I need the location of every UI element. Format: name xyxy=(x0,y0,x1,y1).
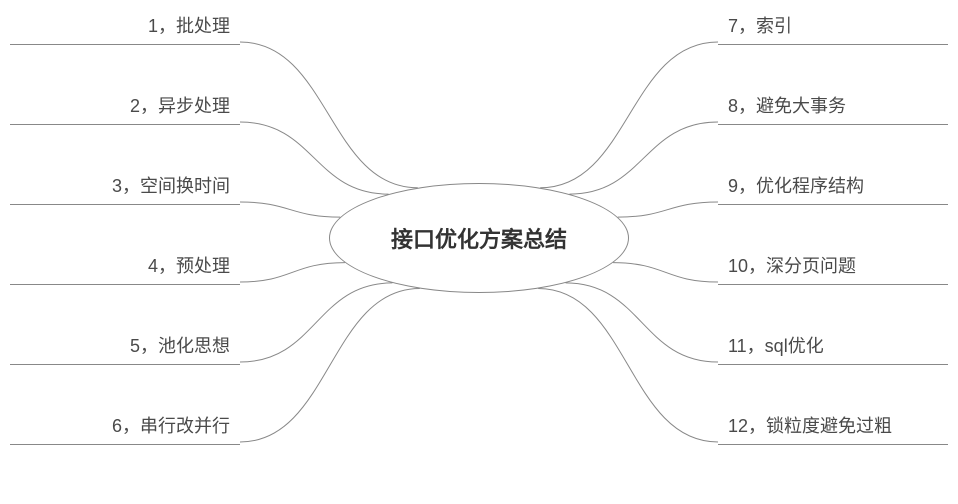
leaf-node-label: 12，锁粒度避免过粗 xyxy=(728,416,892,436)
leaf-node-label: 2，异步处理 xyxy=(130,96,230,116)
leaf-node-label: 8，避免大事务 xyxy=(728,96,846,116)
connector-right-1 xyxy=(540,42,718,188)
leaf-node-label: 1，批处理 xyxy=(148,16,230,36)
leaf-node-label: 7，索引 xyxy=(728,16,792,36)
leaf-node-label: 10，深分页问题 xyxy=(728,256,856,276)
connector-left-3 xyxy=(240,202,340,217)
connector-right-6 xyxy=(538,289,718,442)
center-node: 接口优化方案总结 xyxy=(329,183,629,293)
leaf-node-right-5: 11，sql优化 xyxy=(718,332,948,365)
leaf-node-label: 3，空间换时间 xyxy=(112,176,230,196)
connector-left-2 xyxy=(240,122,389,194)
leaf-node-right-2: 8，避免大事务 xyxy=(718,92,948,125)
leaf-node-label: 6，串行改并行 xyxy=(112,416,230,436)
leaf-node-right-4: 10，深分页问题 xyxy=(718,252,948,285)
leaf-node-left-3: 3，空间换时间 xyxy=(10,172,240,205)
connector-left-4 xyxy=(240,263,345,282)
leaf-node-right-1: 7，索引 xyxy=(718,12,948,45)
leaf-node-left-5: 5，池化思想 xyxy=(10,332,240,365)
leaf-node-label: 5，池化思想 xyxy=(130,336,230,356)
center-node-label: 接口优化方案总结 xyxy=(391,222,567,254)
connector-right-5 xyxy=(566,283,718,362)
connector-right-4 xyxy=(613,263,718,282)
leaf-node-left-1: 1，批处理 xyxy=(10,12,240,45)
connector-left-1 xyxy=(240,42,418,188)
leaf-node-label: 9，优化程序结构 xyxy=(728,176,864,196)
leaf-node-right-6: 12，锁粒度避免过粗 xyxy=(718,412,948,445)
connector-right-2 xyxy=(569,122,718,194)
connector-right-3 xyxy=(618,202,718,217)
leaf-node-left-4: 4，预处理 xyxy=(10,252,240,285)
leaf-node-right-3: 9，优化程序结构 xyxy=(718,172,948,205)
leaf-node-left-2: 2，异步处理 xyxy=(10,92,240,125)
leaf-node-label: 4，预处理 xyxy=(148,256,230,276)
leaf-node-left-6: 6，串行改并行 xyxy=(10,412,240,445)
leaf-node-label: 11，sql优化 xyxy=(728,336,824,356)
connector-left-5 xyxy=(240,283,392,362)
connector-left-6 xyxy=(240,289,420,442)
